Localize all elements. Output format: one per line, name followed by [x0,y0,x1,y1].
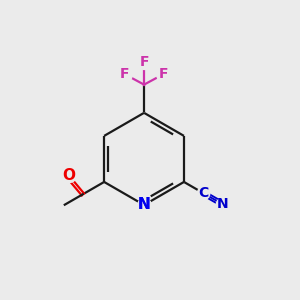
Text: F: F [159,67,168,81]
Text: N: N [217,197,228,211]
Text: F: F [139,55,149,69]
Text: F: F [120,67,130,81]
Text: N: N [138,197,150,212]
Text: C: C [198,186,208,200]
Text: N: N [138,197,150,212]
Text: O: O [62,168,75,183]
